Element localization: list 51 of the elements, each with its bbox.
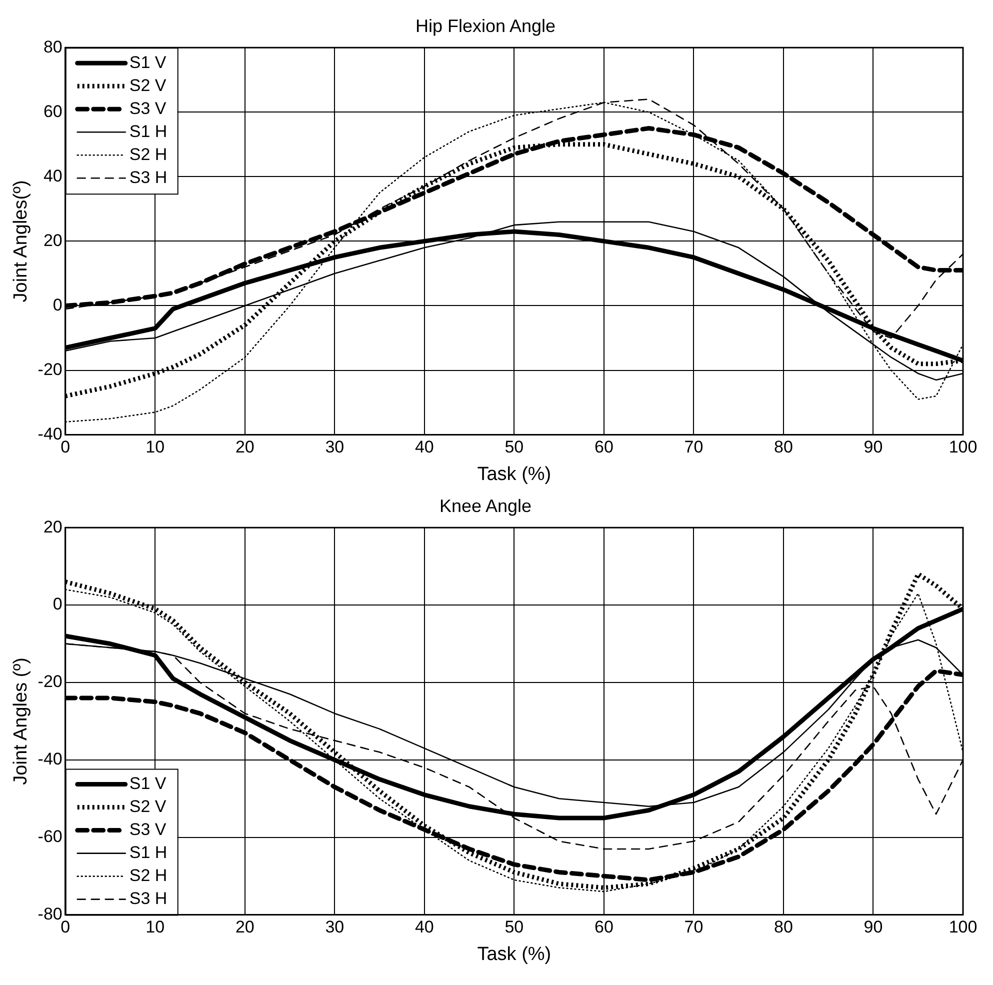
x-tick-label: 70 — [684, 918, 704, 937]
legend-label: S2 V — [129, 76, 167, 95]
x-tick-label: 30 — [325, 438, 344, 457]
legend-label: S1 V — [129, 52, 167, 72]
x-tick-label: 40 — [414, 438, 434, 457]
legend-label: S2 V — [129, 796, 167, 816]
y-tick-label: 0 — [52, 295, 62, 314]
y-tick-label: -20 — [38, 360, 62, 379]
x-tick-label: 60 — [594, 918, 614, 937]
y-tick-label: -60 — [38, 827, 62, 846]
x-tick-label: 90 — [864, 918, 883, 937]
x-tick-label: 40 — [414, 918, 434, 937]
x-tick-label: 50 — [504, 918, 524, 937]
x-tick-label: 80 — [774, 438, 793, 457]
x-tick-label: 10 — [146, 438, 165, 457]
x-tick-label: 20 — [235, 438, 254, 457]
x-tick-label: 30 — [325, 918, 344, 937]
legend-label: S3 V — [129, 98, 167, 118]
legend-label: S3 V — [129, 820, 167, 839]
y-tick-label: 20 — [43, 517, 62, 536]
legend-label: S1 H — [129, 842, 168, 862]
y-tick-label: -20 — [38, 672, 62, 692]
chart-title: Hip Flexion Angle — [415, 16, 556, 36]
y-tick-label: 20 — [43, 230, 62, 250]
x-tick-label: 50 — [504, 438, 524, 457]
x-tick-label: 90 — [864, 438, 883, 457]
legend-label: S3 H — [129, 888, 168, 908]
x-tick-label: 20 — [235, 918, 254, 937]
legend-label: S3 H — [129, 168, 168, 187]
y-axis-title: Joint Angles(º) — [10, 180, 32, 302]
chart-title: Knee Angle — [439, 496, 532, 516]
y-tick-label: -80 — [38, 904, 62, 924]
y-tick-label: 40 — [43, 166, 62, 186]
y-tick-label: 80 — [43, 37, 62, 56]
y-tick-label: -40 — [38, 750, 62, 769]
legend-label: S2 H — [129, 144, 168, 164]
x-tick-label: 80 — [774, 918, 793, 937]
x-tick-label: 100 — [948, 438, 978, 457]
y-tick-label: 60 — [43, 102, 62, 121]
legend-label: S1 V — [129, 774, 167, 793]
y-axis-title: Joint Angles (º) — [10, 658, 32, 785]
x-tick-label: 60 — [594, 438, 614, 457]
x-axis-title: Task (%) — [477, 944, 552, 965]
legend-label: S1 H — [129, 122, 168, 141]
x-tick-label: 100 — [948, 918, 978, 937]
y-tick-label: -40 — [38, 424, 62, 444]
x-tick-label: 70 — [684, 438, 704, 457]
legend-label: S2 H — [129, 866, 168, 885]
y-tick-label: 0 — [52, 594, 62, 614]
x-axis-title: Task (%) — [477, 464, 552, 485]
x-tick-label: 10 — [146, 918, 165, 937]
